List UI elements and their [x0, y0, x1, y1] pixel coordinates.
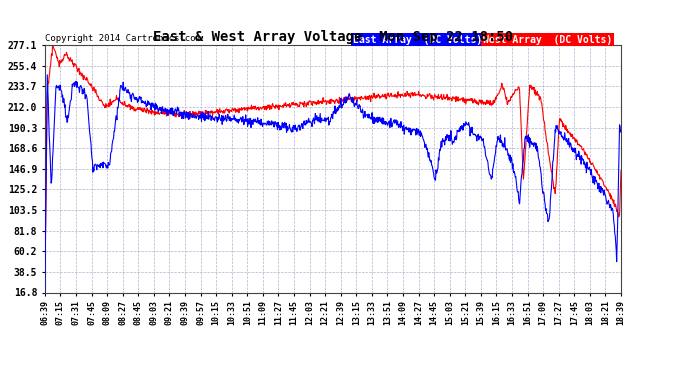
Text: Copyright 2014 Cartronics.com: Copyright 2014 Cartronics.com	[45, 33, 201, 42]
Text: West Array  (DC Volts): West Array (DC Volts)	[483, 34, 612, 45]
Text: East Array  (DC Volts): East Array (DC Volts)	[353, 34, 482, 45]
Title: East & West Array Voltage  Mon Sep 22 18:50: East & West Array Voltage Mon Sep 22 18:…	[153, 30, 513, 44]
